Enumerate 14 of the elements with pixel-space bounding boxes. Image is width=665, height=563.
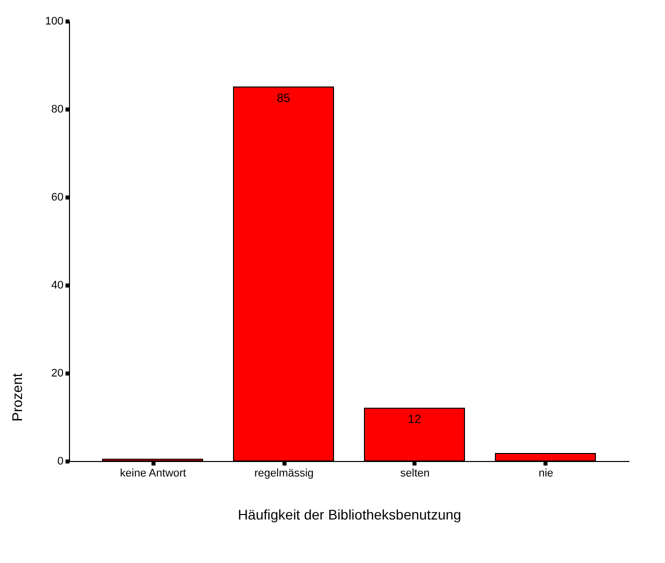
- x-axis-title: Häufigkeit der Bibliotheksbenutzung: [238, 506, 462, 522]
- y-tick-label: 100: [45, 16, 64, 28]
- x-tick-label: regelmässig: [254, 468, 314, 480]
- y-tick-label: 80: [51, 104, 64, 116]
- data-label: 85: [276, 91, 291, 105]
- x-tick-label: keine Antwort: [120, 468, 186, 480]
- y-tick-label: 40: [51, 280, 64, 292]
- y-axis-title: Prozent: [9, 373, 26, 422]
- x-tick-label: selten: [400, 468, 430, 480]
- y-tick-label: 60: [51, 192, 64, 204]
- data-label: 12: [408, 412, 422, 426]
- y-tick-label: 20: [51, 368, 64, 380]
- x-tick-label: nie: [538, 468, 554, 480]
- y-tick-label: 0: [57, 456, 64, 468]
